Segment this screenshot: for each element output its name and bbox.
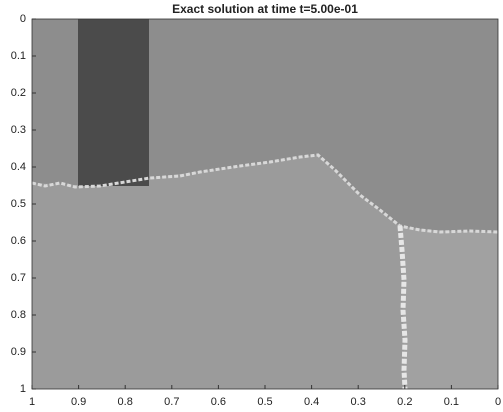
y-tick-label: 0.1 <box>11 50 26 62</box>
y-tick-label: 0.8 <box>11 309 26 321</box>
x-tick-label: 0.7 <box>164 396 179 408</box>
x-tick-label: 0.6 <box>211 396 226 408</box>
image <box>32 19 498 389</box>
x-tick-label: 0 <box>495 396 501 408</box>
x-tick-label: 1 <box>29 396 35 408</box>
y-tick-label: 0.6 <box>11 235 26 247</box>
region-lower-right <box>400 226 498 389</box>
x-tick-label: 0.8 <box>118 396 133 408</box>
y-tick-label: 0.3 <box>11 124 26 136</box>
x-tick-label: 0.1 <box>444 396 459 408</box>
x-tick-label: 0.2 <box>397 396 412 408</box>
x-tick-label: 0.3 <box>351 396 366 408</box>
interface-vertical <box>397 225 408 389</box>
interface <box>32 153 498 234</box>
x-tick-label: 0.5 <box>257 396 272 408</box>
y-tick-label: 0.4 <box>11 161 26 173</box>
x-tick-label: 0.4 <box>304 396 319 408</box>
y-tick-label: 0 <box>20 13 26 25</box>
y-tick-label: 0.5 <box>11 198 26 210</box>
x-tick-label: 0.9 <box>71 396 86 408</box>
dark-block <box>78 19 149 186</box>
y-tick-label: 0.7 <box>11 272 26 284</box>
y-tick-label: 1 <box>20 383 26 395</box>
chart-title: Exact solution at time t=5.00e-01 <box>172 2 358 16</box>
y-tick-label: 0.2 <box>11 87 26 99</box>
y-tick-label: 0.9 <box>11 346 26 358</box>
